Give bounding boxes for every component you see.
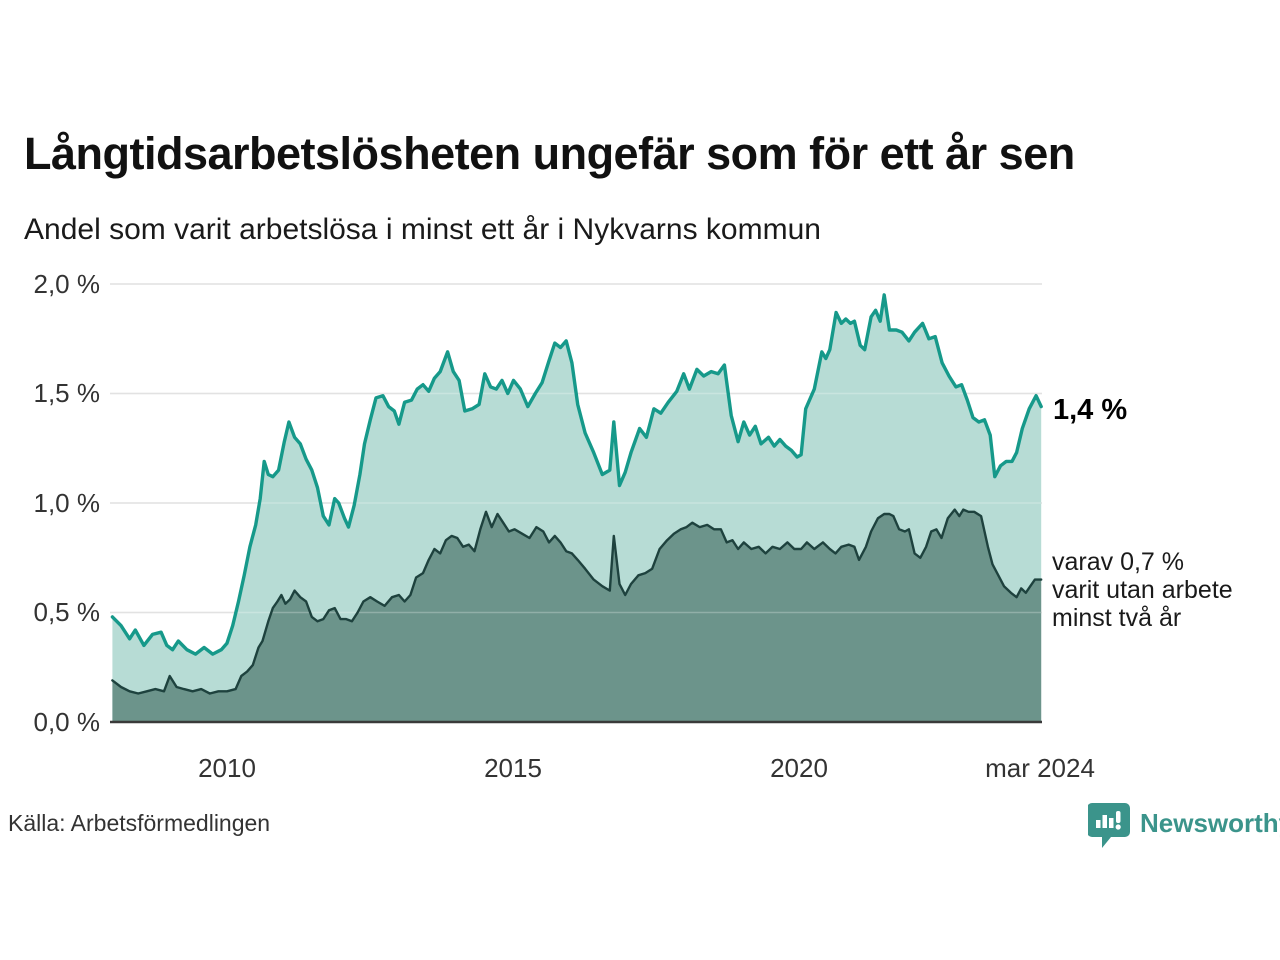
line-total-series [110, 293, 1043, 656]
newsworthy-logo-icon [1088, 803, 1130, 848]
y-tick-2-0: 2,0 % [33, 269, 101, 299]
x-tick-2010: 2010 [198, 753, 256, 783]
annotation-line-2: varit utan arbete [1052, 576, 1233, 604]
line-two-year-series [111, 508, 1043, 695]
x-tick-mar-2024: mar 2024 [985, 753, 1095, 783]
area-two-year-series [112, 509, 1042, 722]
y-tick-0-0: 0,0 % [33, 707, 101, 737]
y-tick-1-5: 1,5 % [33, 378, 101, 408]
page-title: Långtidsarbetslösheten ungefär som för e… [24, 128, 1075, 179]
two-year-annotation: varav 0,7 % varit utan arbete minst två … [1052, 548, 1233, 632]
annotation-line-3: minst två år [1052, 604, 1182, 632]
latest-value-label: 1,4 % [1053, 394, 1128, 426]
source-note: Källa: Arbetsförmedlingen [8, 810, 271, 836]
annotation-line-1: varav 0,7 % [1052, 548, 1185, 576]
y-tick-1-0: 1,0 % [33, 488, 101, 518]
mini-bar-chart-glyph [1096, 811, 1121, 830]
x-tick-2015: 2015 [484, 753, 542, 783]
x-tick-2020: 2020 [770, 753, 828, 783]
newsworthy-logo-text: Newsworthy [1140, 808, 1280, 838]
y-tick-0-5: 0,5 % [33, 597, 101, 627]
chart-subtitle: Andel som varit arbetslösa i minst ett å… [24, 213, 821, 246]
